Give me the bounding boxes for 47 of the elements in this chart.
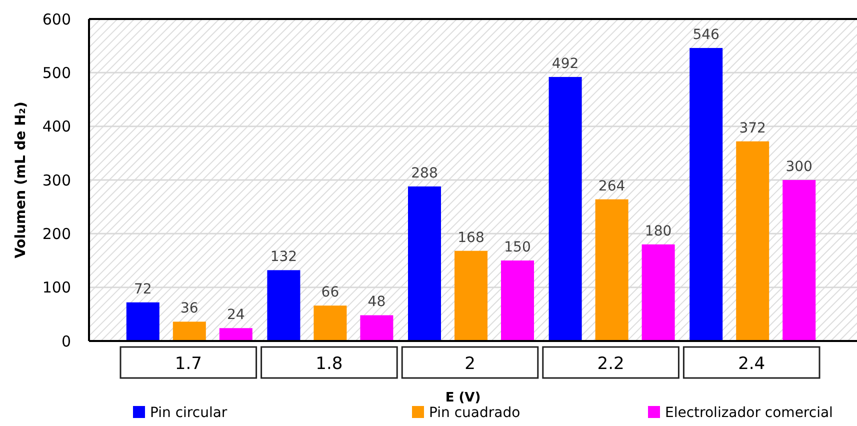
- x-axis-title: E (V): [445, 390, 481, 406]
- y-tick-label: 500: [42, 64, 71, 82]
- data-label: 492: [552, 56, 579, 72]
- bar: [172, 322, 206, 341]
- bar: [690, 48, 723, 341]
- data-label: 66: [321, 284, 340, 301]
- data-label: 264: [598, 178, 626, 194]
- data-label: 180: [644, 223, 672, 240]
- bar: [267, 270, 300, 341]
- y-tick-label: 400: [42, 118, 71, 136]
- bar: [454, 250, 488, 341]
- bar: [314, 306, 347, 341]
- bar: [642, 244, 675, 341]
- y-tick-label: 600: [42, 10, 71, 28]
- data-label: 24: [226, 307, 245, 324]
- x-tick-label: 2: [464, 354, 476, 374]
- bar: [360, 315, 394, 341]
- bar: [501, 260, 534, 341]
- data-label: 72: [134, 281, 152, 298]
- legend-label: Pin cuadrado: [429, 404, 520, 421]
- y-tick-label: 100: [42, 278, 71, 297]
- x-tick-label: 1.7: [174, 354, 202, 374]
- y-axis-title: Volumen (mL de H₂): [12, 102, 29, 258]
- data-label: 300: [786, 159, 812, 175]
- legend-label: Pin circular: [150, 404, 228, 421]
- data-label: 372: [739, 120, 766, 136]
- bar: [548, 76, 582, 341]
- bar: [782, 180, 816, 341]
- bar: [126, 302, 160, 341]
- data-label: 36: [180, 300, 198, 317]
- data-label: 150: [504, 240, 531, 256]
- data-label: 288: [411, 165, 438, 182]
- data-label: 168: [458, 230, 484, 246]
- legend-label: Electrolizador comercial: [665, 404, 833, 421]
- bar: [408, 186, 441, 341]
- data-label: 546: [692, 26, 720, 43]
- bar: [736, 141, 770, 341]
- y-tick-label: 200: [42, 224, 71, 243]
- x-tick-label: 2.2: [597, 354, 624, 374]
- bar: [219, 328, 252, 341]
- data-label: 48: [368, 294, 386, 310]
- data-label: 132: [270, 249, 298, 266]
- y-tick-label: 0: [61, 332, 71, 350]
- x-tick-label: 2.4: [738, 354, 766, 374]
- bar: [595, 199, 628, 341]
- y-tick-label: 300: [42, 171, 71, 190]
- x-tick-label: 1.8: [316, 354, 343, 374]
